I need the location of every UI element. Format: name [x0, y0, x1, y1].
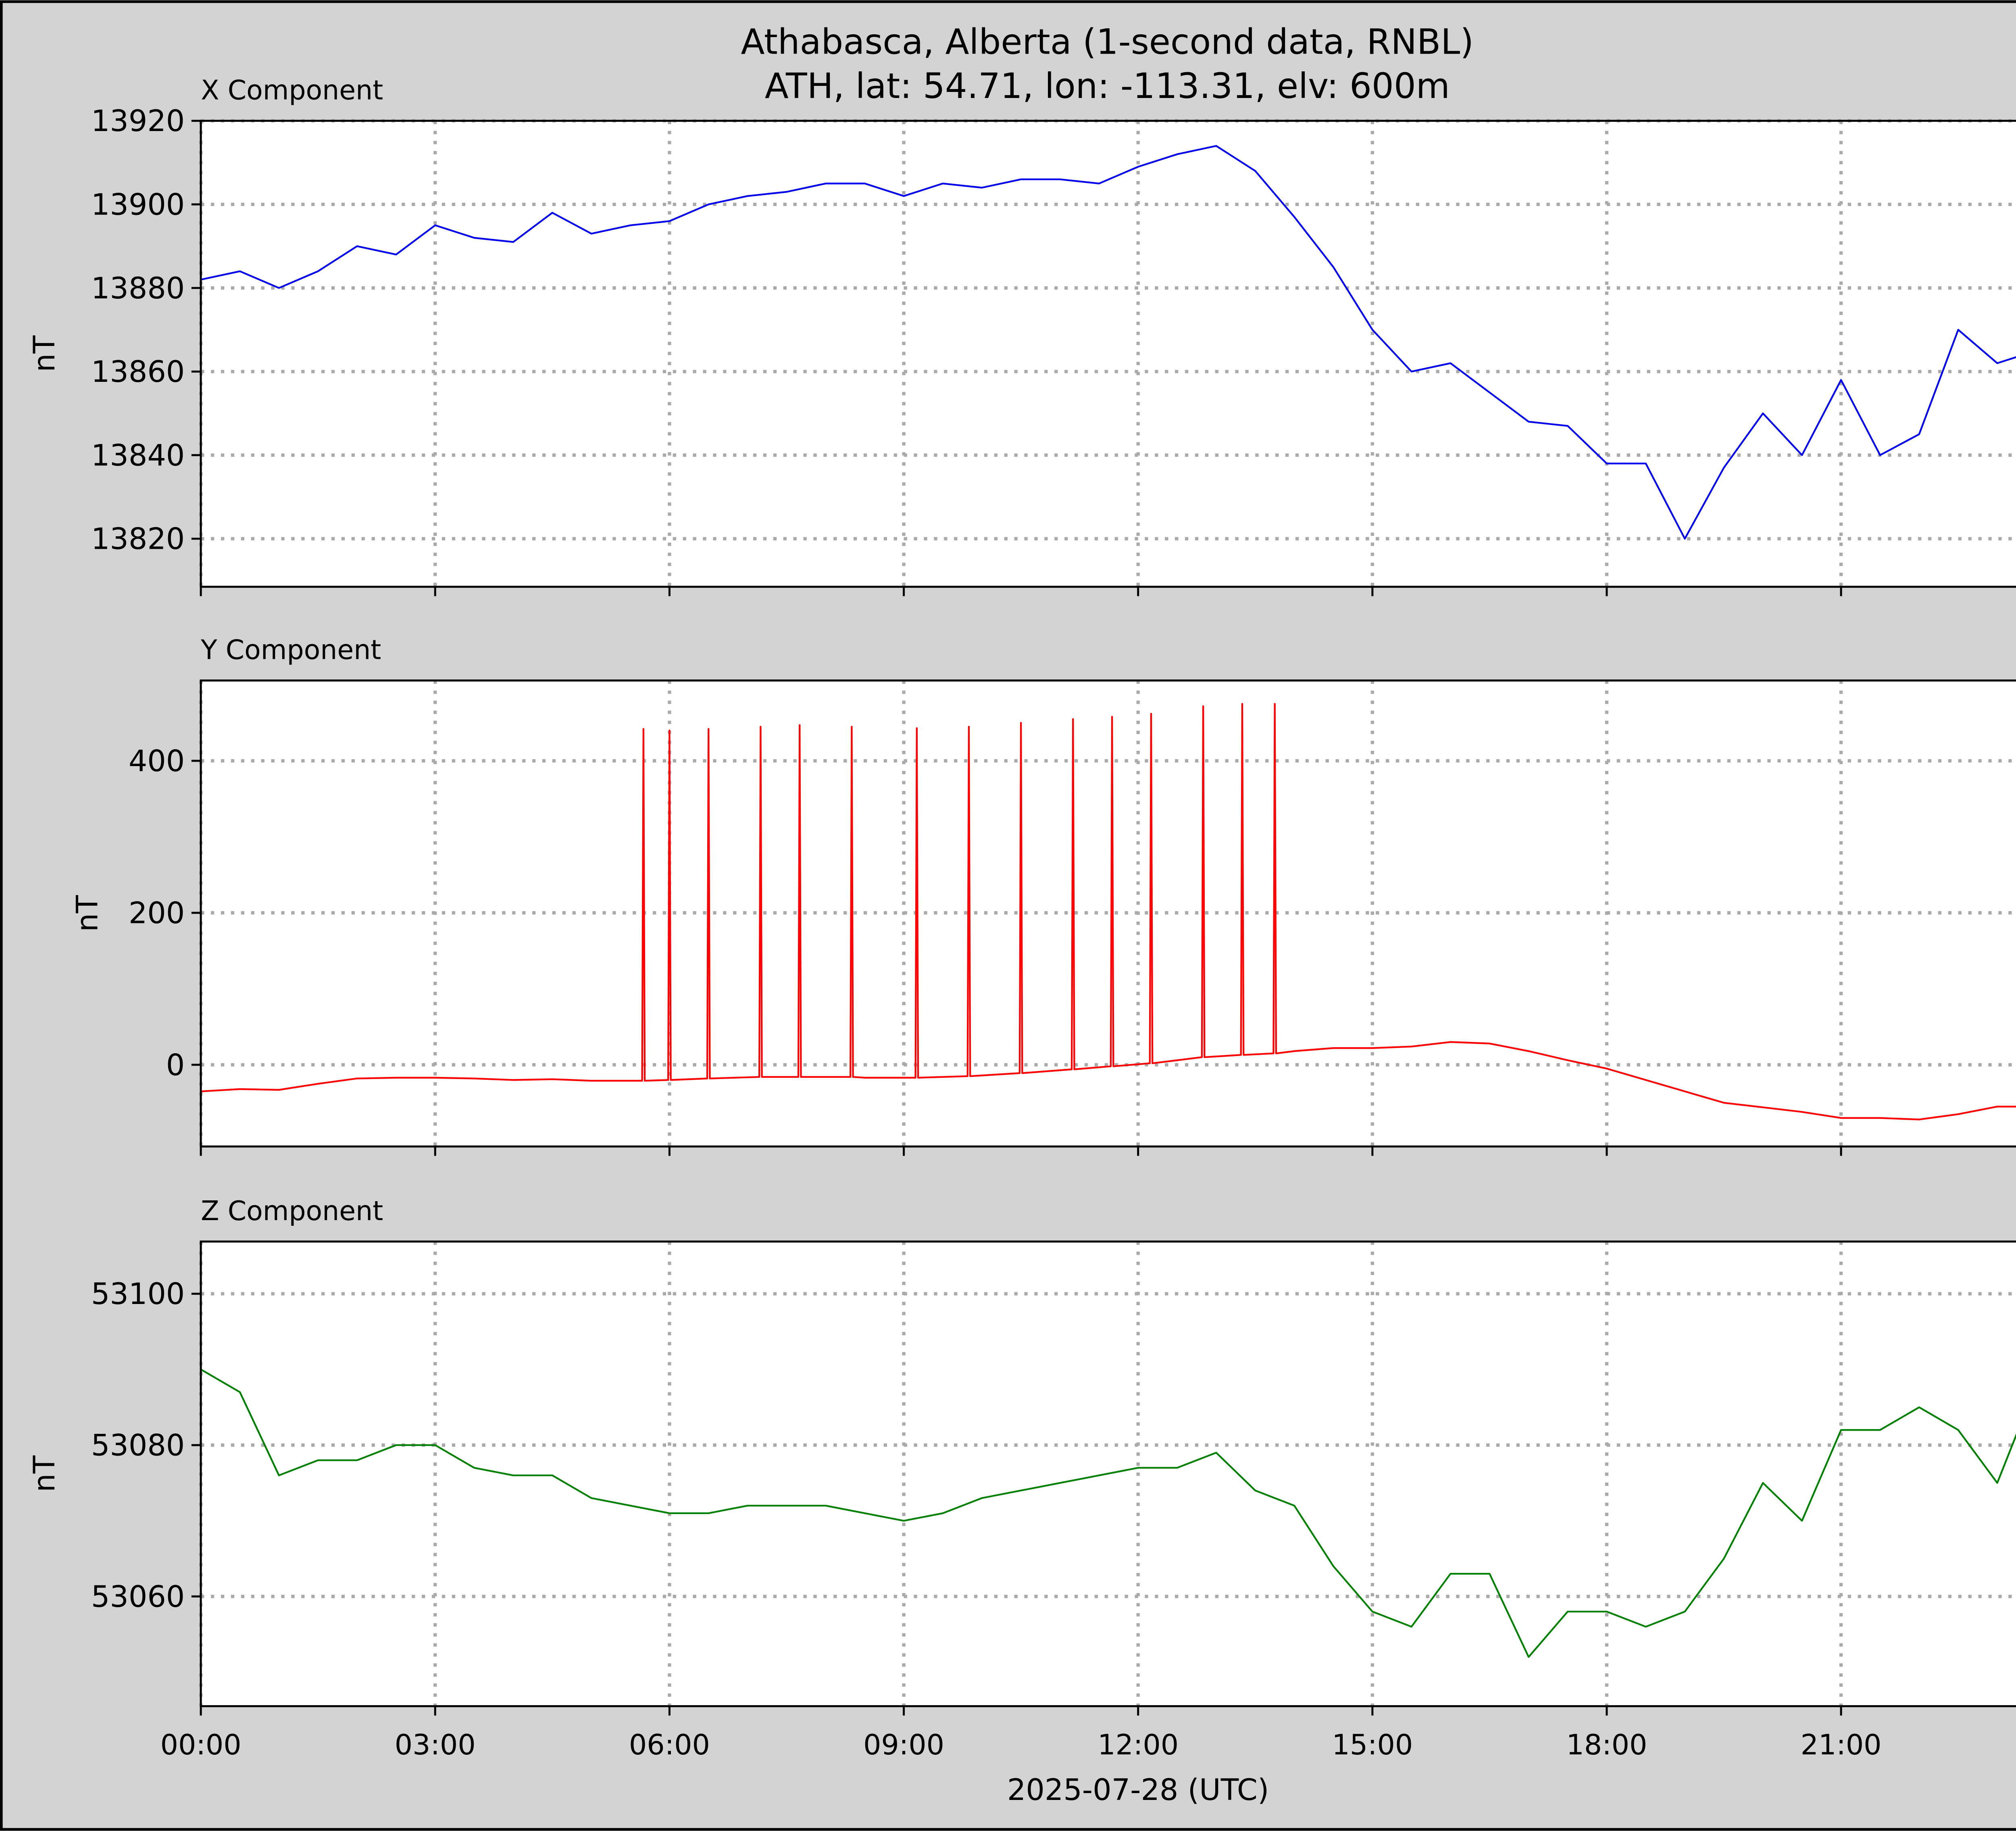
plot-frame [200, 120, 2016, 588]
x-tick-label: 03:00 [395, 1729, 476, 1761]
y-tick-label: 13860 [91, 355, 185, 389]
figure-title: Athabasca, Alberta (1-second data, RNBL) [741, 22, 1474, 62]
y-axis-label: nT [27, 335, 62, 372]
figure-subtitle: ATH, lat: 54.71, lon: -113.31, elv: 600m [765, 66, 1450, 106]
plot-frame [200, 1240, 2016, 1707]
plot-frame [200, 679, 2016, 1148]
y-tick-label: 400 [129, 744, 185, 778]
y-axis-label: nT [70, 895, 104, 932]
x-tick-label: 15:00 [1332, 1729, 1413, 1761]
y-tick-label: 200 [129, 896, 185, 930]
data-line [200, 703, 2016, 1121]
x-tick-label: 12:00 [1098, 1729, 1179, 1761]
data-line [200, 1369, 2016, 1658]
y-axis-label: nT [27, 1455, 62, 1492]
plot-area [201, 121, 2016, 587]
y-tick-label: 13820 [91, 522, 185, 556]
y-tick-label: 13920 [91, 104, 185, 138]
y-tick-label: 13900 [91, 187, 185, 222]
y-tick-label: 53080 [91, 1429, 185, 1463]
x-axis-label: 2025-07-28 (UTC) [1007, 1773, 1269, 1807]
y-tick-label: 0 [166, 1048, 185, 1082]
y-tick-label: 53060 [91, 1580, 185, 1614]
x-tick-label: 18:00 [1566, 1729, 1647, 1761]
y-tick-label: 13840 [91, 438, 185, 473]
y-tick-label: 13880 [91, 271, 185, 306]
x-tick-label: 21:00 [1801, 1729, 1882, 1761]
x-tick-label: 09:00 [863, 1729, 944, 1761]
panel-title: X Component [201, 74, 383, 106]
data-line [200, 145, 2016, 540]
panel-title: Z Component [201, 1195, 383, 1227]
y-tick-label: 53100 [91, 1277, 185, 1311]
x-tick-label: 06:00 [629, 1729, 710, 1761]
x-tick-label: 00:00 [160, 1729, 242, 1761]
panel-title: Y Component [200, 634, 381, 666]
